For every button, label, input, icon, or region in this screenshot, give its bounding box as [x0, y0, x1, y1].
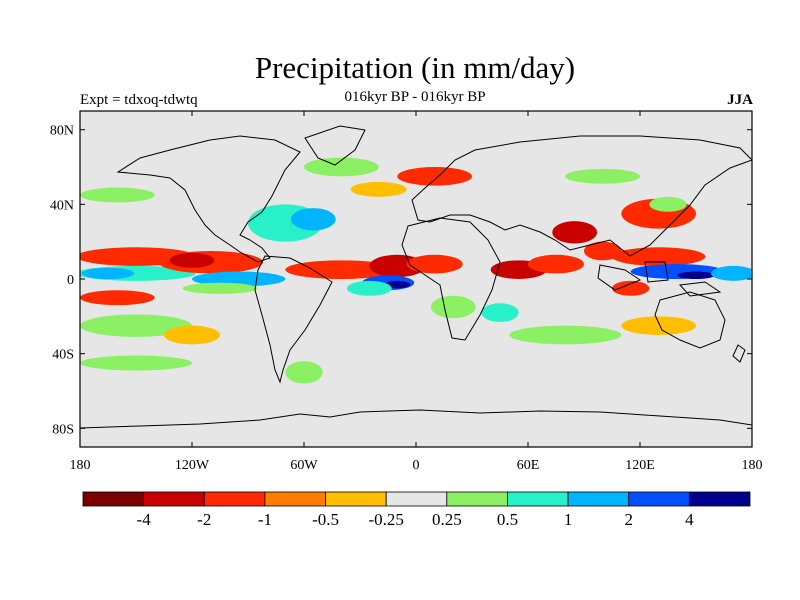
- x-tick-label: 180: [742, 458, 763, 473]
- anomaly-region-15: [406, 254, 463, 274]
- anomaly-region-13: [285, 260, 398, 279]
- colorbar-label: 4: [685, 510, 694, 529]
- map-background: [80, 111, 752, 447]
- anomaly-region-4: [169, 252, 215, 268]
- anomaly-region-6: [182, 282, 258, 294]
- season-label: JJA: [727, 92, 753, 108]
- colorbar-swatch: [203, 491, 266, 507]
- x-tick-label: 120W: [175, 458, 210, 473]
- anomaly-field: [80, 157, 752, 384]
- coastline-new-zealand: [732, 344, 746, 363]
- colorbar-swatch: [385, 491, 448, 507]
- colorbar-swatch: [264, 491, 326, 507]
- x-tick-label: 0: [413, 458, 420, 473]
- y-tick-label: 0: [67, 273, 74, 288]
- anomaly-region-8: [80, 314, 192, 337]
- anomaly-region-22: [528, 254, 584, 274]
- colorbar: -4 -2 -1 -0.5 -0.25 0.25 0.5 1 2 4: [82, 491, 751, 529]
- coastlines: [80, 125, 752, 429]
- x-tick-label: 120E: [625, 458, 655, 473]
- x-tick-label: 60E: [517, 458, 540, 473]
- x-tick-label: 60W: [290, 458, 318, 473]
- colorbar-label: -1: [258, 510, 272, 529]
- colorbar-swatch: [628, 491, 690, 507]
- y-tick-label: 80N: [50, 124, 74, 139]
- chart-title: Precipitation (in mm/day): [254, 50, 576, 85]
- anomaly-region-10: [164, 325, 220, 345]
- anomaly-region-38: [509, 325, 622, 345]
- colorbar-swatch: [446, 491, 508, 507]
- colorbar-swatch: [82, 491, 145, 507]
- anomaly-region-12: [290, 208, 336, 231]
- anomaly-region-36: [565, 168, 641, 184]
- anomaly-region-33: [304, 157, 379, 177]
- anomaly-region-5: [192, 271, 286, 287]
- colorbar-label: -0.5: [312, 510, 339, 529]
- anomaly-region-28: [710, 265, 752, 281]
- coastline-africa: [401, 217, 501, 341]
- coastline-greenland: [304, 125, 366, 166]
- anomaly-region-31: [612, 280, 650, 296]
- anomaly-region-24: [584, 241, 622, 261]
- anomaly-region-19: [430, 295, 476, 319]
- anomaly-region-23: [552, 221, 598, 244]
- coastline-indonesia: [597, 264, 642, 291]
- colorbar-swatch: [567, 491, 630, 507]
- y-tick-label: 40N: [50, 198, 74, 213]
- coastline-antarctica: [80, 409, 752, 429]
- y-tick-label: 40S: [52, 348, 74, 363]
- anomaly-region-9: [80, 355, 192, 371]
- coastline-borneo: [644, 261, 669, 283]
- anomaly-region-1: [81, 267, 135, 279]
- anomaly-region-39: [621, 316, 697, 335]
- anomaly-region-27: [677, 271, 715, 279]
- anomaly-region-7: [80, 290, 155, 306]
- anomaly-region-20: [481, 303, 519, 322]
- colorbar-swatch: [507, 491, 569, 507]
- coastline-eurasia: [411, 135, 752, 257]
- experiment-label: Expt = tdxoq-tdwtq: [80, 92, 198, 108]
- time-period-label: 016kyr BP - 016kyr BP: [344, 89, 486, 105]
- colorbar-swatch: [143, 491, 205, 507]
- colorbar-label: -2: [197, 510, 211, 529]
- anomaly-region-37: [285, 361, 323, 384]
- colorbar-swatch: [325, 491, 387, 507]
- x-tick-label: 180: [70, 458, 91, 473]
- colorbar-swatch: [688, 491, 751, 507]
- colorbar-label: 0.25: [432, 510, 462, 529]
- coastline-south-america: [254, 255, 333, 384]
- anomaly-region-25: [612, 247, 706, 266]
- colorbar-label: 2: [624, 510, 633, 529]
- anomaly-region-18: [346, 280, 392, 296]
- anomaly-region-30: [649, 196, 687, 212]
- colorbar-label: -4: [137, 510, 152, 529]
- anomaly-region-34: [350, 181, 407, 197]
- y-tick-label: 80S: [52, 422, 74, 437]
- colorbar-label: -0.25: [368, 510, 403, 529]
- colorbar-label: 1: [564, 510, 573, 529]
- axes: 180 120W 60W 0 60E 120E 180 80N 40N 0 40S 80S: [50, 111, 763, 473]
- anomaly-region-32: [397, 167, 472, 186]
- coastline-australia: [654, 291, 726, 349]
- coastline-north-america: [116, 135, 301, 263]
- colorbar-label: 0.5: [497, 510, 518, 529]
- coastline-new-guinea: [678, 281, 722, 297]
- anomaly-region-35: [80, 187, 155, 203]
